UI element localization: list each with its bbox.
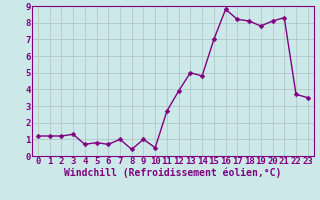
X-axis label: Windchill (Refroidissement éolien,°C): Windchill (Refroidissement éolien,°C) bbox=[64, 168, 282, 178]
